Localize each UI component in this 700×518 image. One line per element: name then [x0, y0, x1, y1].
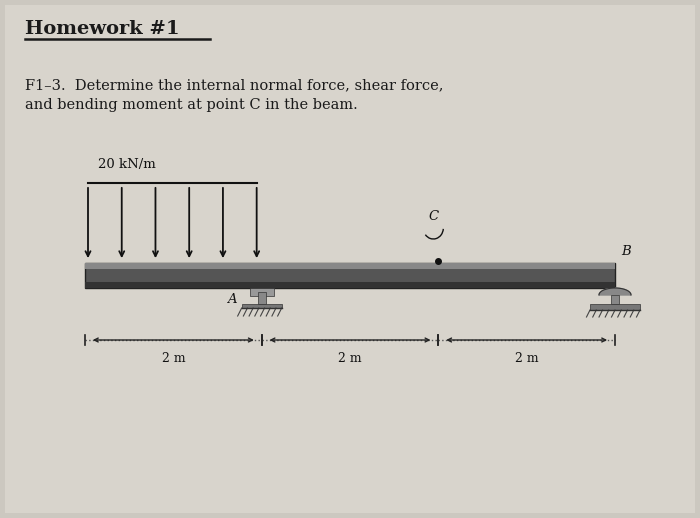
Text: B: B	[621, 245, 631, 258]
Text: C: C	[428, 210, 438, 223]
Bar	[250, 288, 274, 296]
Bar	[241, 304, 281, 308]
Text: 2 m: 2 m	[162, 352, 185, 365]
Bar	[258, 292, 266, 304]
Bar	[590, 304, 640, 310]
Polygon shape	[599, 288, 631, 295]
Bar	[85, 282, 615, 288]
Text: 20 kN/m: 20 kN/m	[98, 158, 155, 171]
Text: F1–3.  Determine the internal normal force, shear force,
and bending moment at p: F1–3. Determine the internal normal forc…	[25, 78, 444, 111]
FancyBboxPatch shape	[5, 5, 695, 513]
Text: Homework #1: Homework #1	[25, 20, 180, 38]
Bar	[85, 263, 615, 288]
Text: A: A	[227, 293, 237, 306]
Bar	[611, 295, 619, 304]
Text: 2 m: 2 m	[515, 352, 538, 365]
Bar	[85, 263, 615, 269]
Text: 2 m: 2 m	[338, 352, 362, 365]
